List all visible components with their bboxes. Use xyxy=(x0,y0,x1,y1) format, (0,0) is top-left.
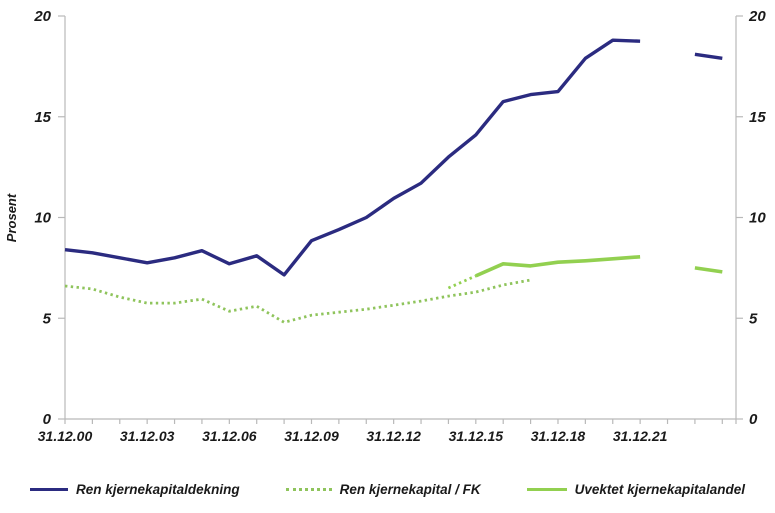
svg-text:15: 15 xyxy=(749,109,766,126)
svg-text:31.12.21: 31.12.21 xyxy=(613,428,668,444)
svg-text:20: 20 xyxy=(33,8,51,25)
navy-line-swatch-icon xyxy=(30,488,69,491)
svg-text:0: 0 xyxy=(43,411,52,428)
legend-label: Ren kjernekapital / FK xyxy=(339,482,481,497)
svg-text:31.12.03: 31.12.03 xyxy=(120,428,175,444)
svg-text:31.12.12: 31.12.12 xyxy=(366,428,421,444)
dotted-green-line-swatch-icon xyxy=(285,488,332,491)
svg-text:31.12.18: 31.12.18 xyxy=(531,428,586,444)
legend-label: Uvektet kjernekapitalandel xyxy=(574,482,745,497)
svg-text:10: 10 xyxy=(749,210,766,227)
chart-legend: Ren kjernekapitaldekning Ren kjernekapit… xyxy=(0,482,775,497)
svg-text:20: 20 xyxy=(748,8,766,25)
legend-item-uvektet-kjernekapitalandel: Uvektet kjernekapitalandel xyxy=(526,482,745,497)
svg-text:31.12.15: 31.12.15 xyxy=(449,428,504,444)
svg-text:31.12.06: 31.12.06 xyxy=(202,428,257,444)
green-line-swatch-icon xyxy=(526,488,567,491)
svg-text:5: 5 xyxy=(43,310,52,327)
svg-text:10: 10 xyxy=(34,210,51,227)
legend-item-ren-kjernekapitaldekning: Ren kjernekapitaldekning xyxy=(30,482,240,497)
svg-text:31.12.00: 31.12.00 xyxy=(38,428,93,444)
legend-item-ren-kjernekapital-fk: Ren kjernekapital / FK xyxy=(285,482,481,497)
svg-text:0: 0 xyxy=(749,411,758,428)
svg-text:31.12.09: 31.12.09 xyxy=(284,428,339,444)
svg-text:15: 15 xyxy=(34,109,51,126)
legend-label: Ren kjernekapitaldekning xyxy=(76,482,240,497)
chart-svg: 0 0 5 5 10 10 15 15 20 20 31.12.00 31.12.03 31.12.06… xyxy=(4,8,766,444)
svg-text:5: 5 xyxy=(749,310,758,327)
svg-text:Prosent: Prosent xyxy=(4,193,19,242)
